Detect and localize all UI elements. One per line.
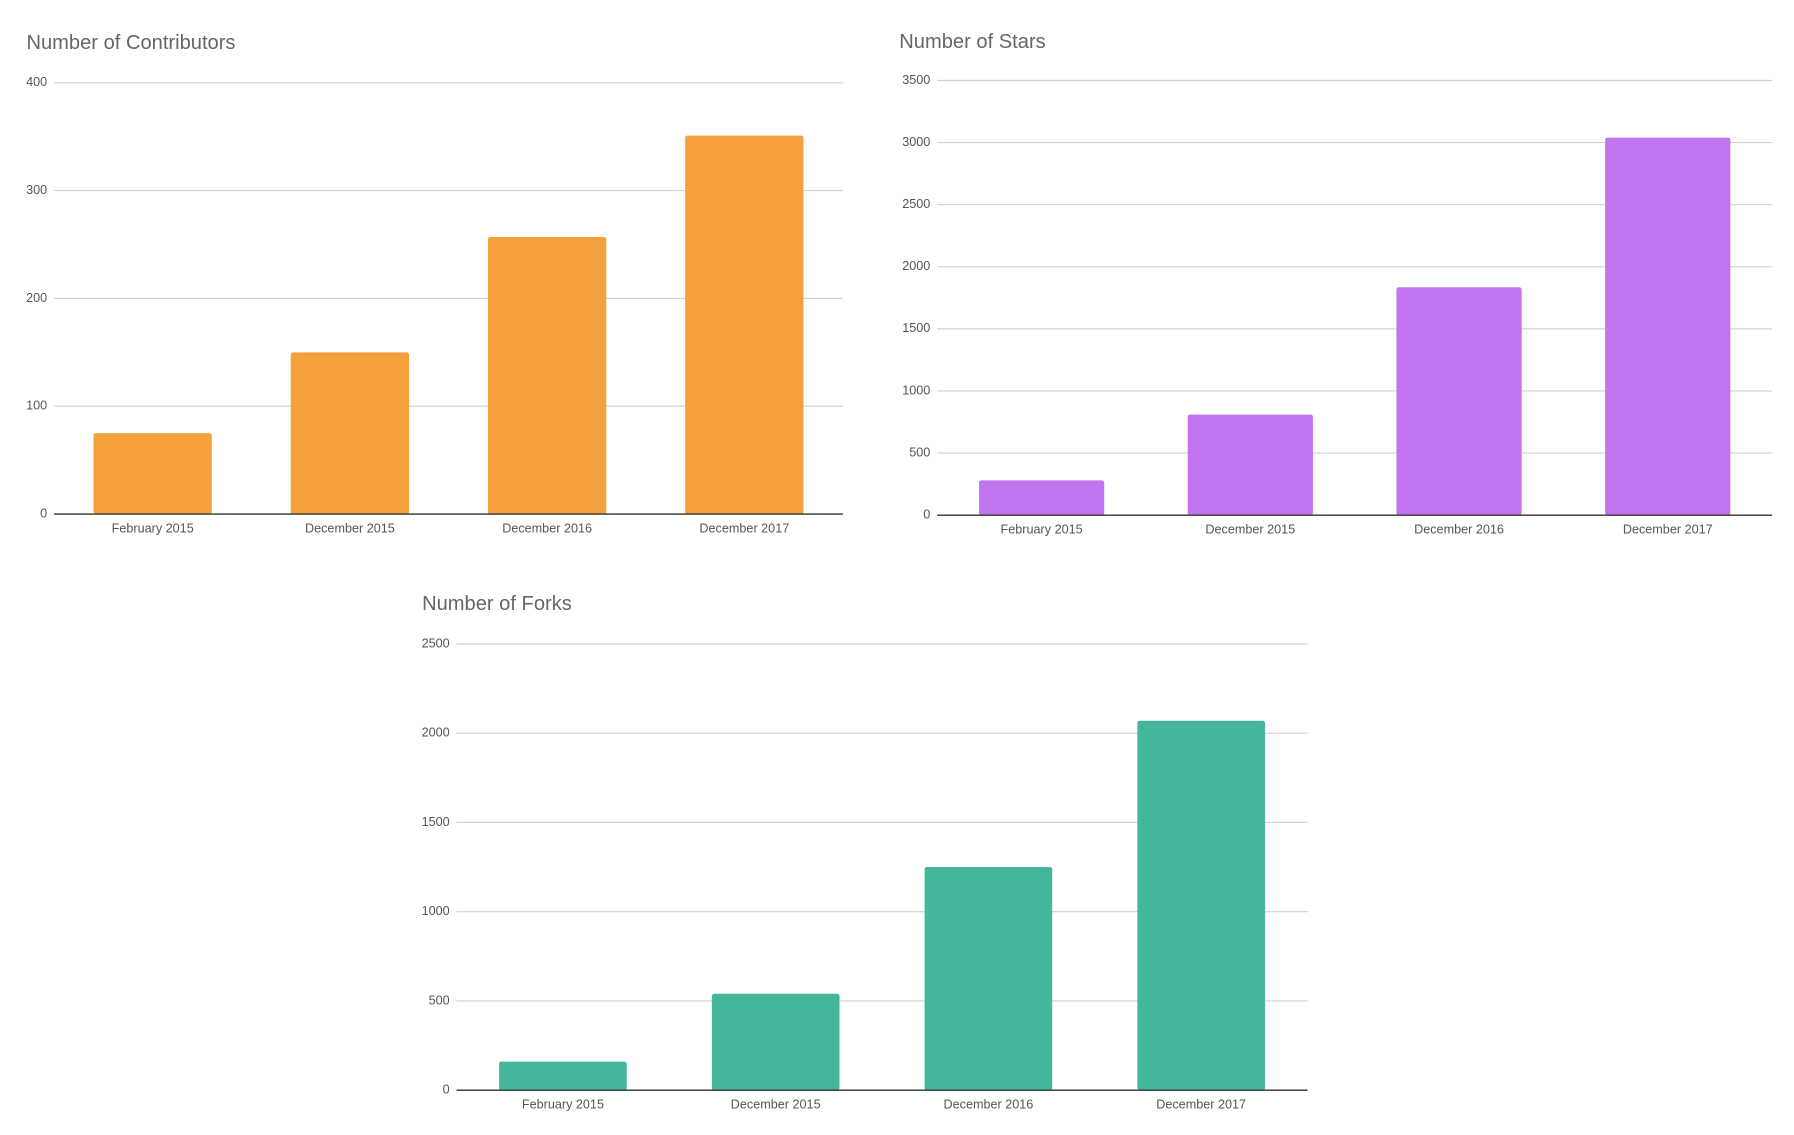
bar <box>1137 720 1265 1091</box>
x-tick-label: December 2015 <box>731 1097 821 1111</box>
x-tick-label: December 2017 <box>1623 522 1713 536</box>
y-tick-label: 1500 <box>902 321 930 335</box>
y-tick-label: 100 <box>26 399 47 413</box>
x-tick-label: December 2017 <box>1156 1097 1246 1111</box>
x-tick-label: December 2016 <box>502 521 592 535</box>
bar <box>93 433 212 515</box>
chart-title: Number of Stars <box>899 31 1045 53</box>
y-tick-label: 200 <box>26 291 47 305</box>
y-tick-label: 500 <box>909 445 930 459</box>
x-tick-label: February 2015 <box>522 1097 604 1111</box>
bar <box>290 352 410 515</box>
bar <box>1605 137 1731 516</box>
y-tick-label: 1000 <box>902 383 930 397</box>
y-tick-label: 300 <box>26 183 47 197</box>
y-tick-label: 2500 <box>902 197 930 211</box>
x-tick-label: December 2016 <box>1414 522 1504 536</box>
y-tick-label: 400 <box>26 75 47 89</box>
y-tick-label: 3000 <box>902 135 930 149</box>
bar <box>924 867 1053 1091</box>
bar <box>499 1061 627 1091</box>
x-tick-label: December 2016 <box>943 1097 1033 1111</box>
y-tick-label: 1000 <box>422 904 450 918</box>
bar <box>978 480 1105 516</box>
bar <box>1396 287 1522 516</box>
y-tick-label: 3500 <box>902 73 930 87</box>
x-tick-label: December 2015 <box>305 521 395 535</box>
bar <box>1187 414 1313 516</box>
y-tick-label: 2000 <box>422 726 450 740</box>
x-tick-label: December 2017 <box>699 521 789 535</box>
x-tick-label: December 2015 <box>1205 522 1295 536</box>
y-tick-label: 0 <box>923 508 930 522</box>
bar <box>711 993 840 1091</box>
x-tick-label: February 2015 <box>1001 522 1083 536</box>
bar <box>685 135 804 515</box>
y-tick-label: 0 <box>443 1082 450 1096</box>
x-tick-label: February 2015 <box>112 521 194 535</box>
y-tick-label: 2000 <box>902 259 930 273</box>
bar <box>487 236 607 515</box>
y-tick-label: 1500 <box>422 815 450 829</box>
y-tick-label: 2500 <box>422 636 450 650</box>
chart-title: Number of Forks <box>422 593 572 615</box>
y-tick-label: 0 <box>40 506 47 520</box>
y-tick-label: 500 <box>429 993 450 1007</box>
chart-title: Number of Contributors <box>26 32 235 54</box>
